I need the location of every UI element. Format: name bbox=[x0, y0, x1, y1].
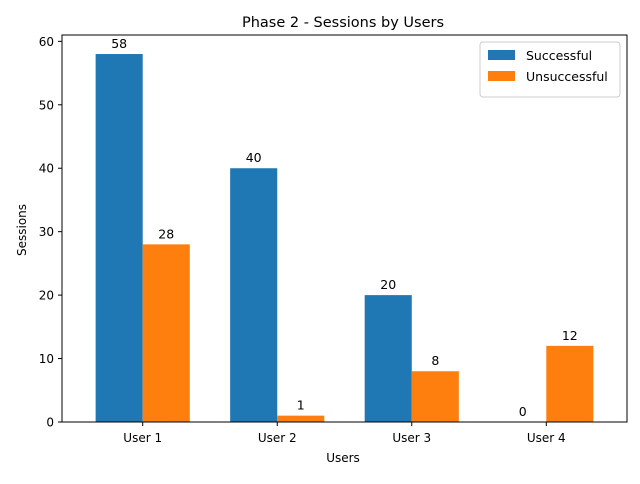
y-tick-label: 10 bbox=[39, 352, 54, 366]
data-label: 20 bbox=[380, 277, 396, 292]
data-label: 0 bbox=[519, 404, 527, 419]
bar-successful-3 bbox=[364, 295, 412, 422]
bar-unsuccessful-4 bbox=[546, 345, 594, 422]
x-tick-label: User 2 bbox=[258, 431, 297, 445]
bar-unsuccessful-3 bbox=[411, 371, 459, 422]
x-axis-label: Users bbox=[326, 451, 360, 465]
y-tick-label: 20 bbox=[39, 289, 54, 303]
bar-unsuccessful-1 bbox=[142, 244, 190, 422]
x-tick-label: User 1 bbox=[123, 431, 162, 445]
data-label: 8 bbox=[431, 353, 439, 368]
x-tick-label: User 4 bbox=[527, 431, 566, 445]
bar-successful-1 bbox=[95, 54, 143, 423]
legend-label: Unsuccessful bbox=[526, 69, 608, 84]
data-label: 40 bbox=[246, 150, 262, 165]
bar-unsuccessful-2 bbox=[277, 415, 325, 422]
y-tick-label: 50 bbox=[39, 98, 54, 112]
legend-swatch bbox=[488, 71, 515, 81]
bar-successful-2 bbox=[230, 168, 278, 422]
data-label: 28 bbox=[158, 226, 174, 241]
plot-area: 58 28 40 1 20 8 0 12 bbox=[95, 36, 594, 423]
legend: Successful Unsuccessful bbox=[479, 41, 621, 98]
y-axis-label: Sessions bbox=[15, 204, 29, 256]
chart-title: Phase 2 - Sessions by Users bbox=[242, 15, 444, 31]
legend-label: Successful bbox=[526, 48, 592, 63]
x-tick-label: User 3 bbox=[392, 431, 431, 445]
data-label: 12 bbox=[562, 328, 578, 343]
y-tick-label: 40 bbox=[39, 162, 54, 176]
data-label: 58 bbox=[111, 36, 127, 51]
y-tick-label: 30 bbox=[39, 225, 54, 239]
axes-frame bbox=[61, 34, 628, 423]
data-label: 1 bbox=[297, 398, 305, 413]
y-tick-label: 0 bbox=[46, 416, 54, 430]
y-tick-label: 60 bbox=[39, 35, 54, 49]
legend-swatch bbox=[488, 50, 515, 60]
